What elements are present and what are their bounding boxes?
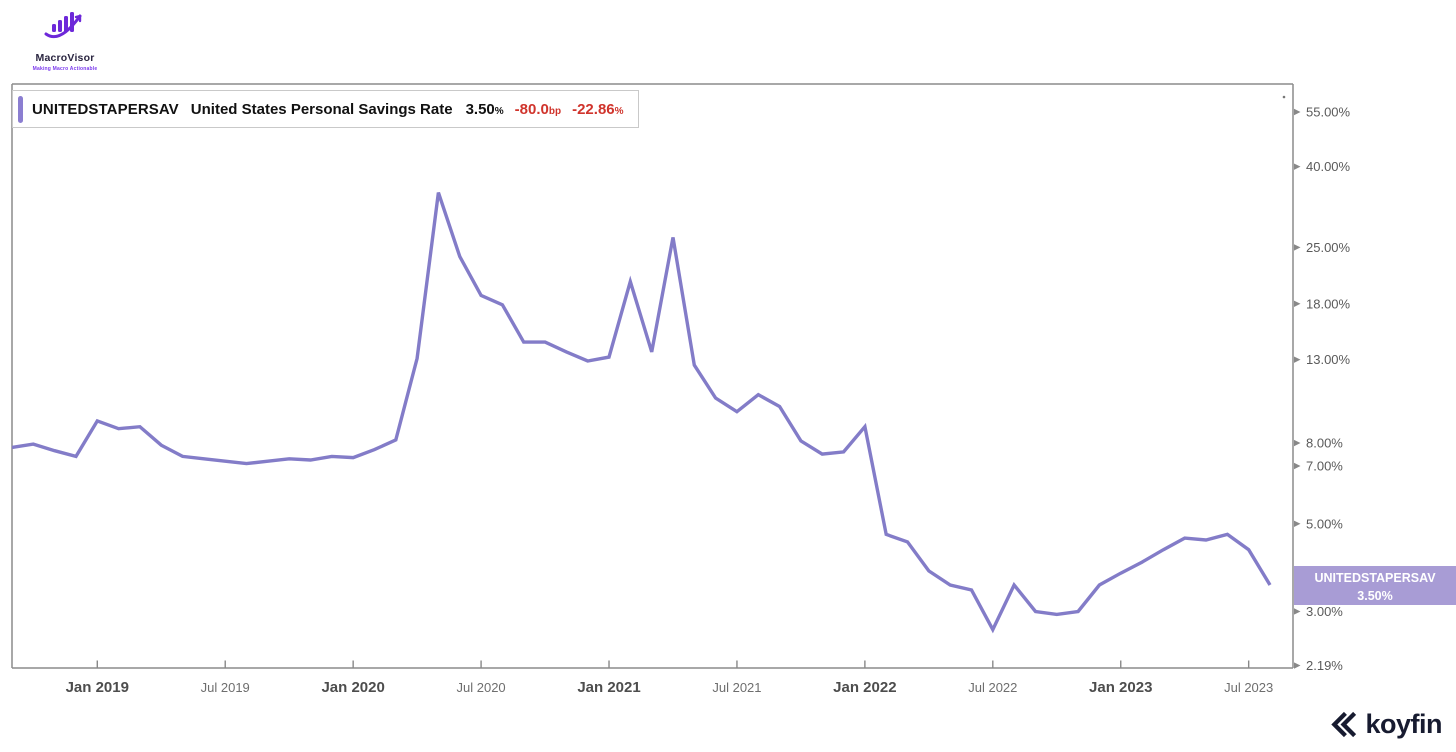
y-axis-label: 55.00%	[1306, 105, 1351, 120]
y-axis-tick-arrow	[1294, 520, 1301, 527]
y-axis-label: 18.00%	[1306, 296, 1351, 311]
stray-dot	[1282, 95, 1286, 99]
x-axis-label: Jan 2020	[321, 679, 384, 696]
y-axis-tick-arrow	[1294, 462, 1301, 470]
y-axis-tick-arrow	[1294, 300, 1301, 308]
y-axis-tick-arrow	[1294, 163, 1301, 170]
x-axis-label: Jul 2022	[968, 680, 1017, 695]
legend-series-name: United States Personal Savings Rate	[190, 100, 453, 118]
legend-change-pct-number: -22.86	[572, 100, 615, 118]
x-axis-label: Jul 2019	[201, 680, 250, 695]
legend-last-value-unit: %	[494, 105, 504, 117]
y-axis-tick-arrow	[1294, 108, 1301, 116]
legend-change-pct-unit: %	[614, 105, 624, 117]
macrovisor-tagline: Making Macro Actionable	[32, 65, 98, 72]
y-axis-tick-arrow	[1294, 608, 1301, 615]
y-axis-label: 8.00%	[1306, 436, 1343, 451]
y-axis-tick-arrow	[1294, 244, 1301, 251]
legend-change-bp-number: -80.0	[514, 100, 549, 118]
y-axis-label: 5.00%	[1306, 516, 1343, 531]
last-value-badge: UNITEDSTAPERSAV 3.50%	[1294, 566, 1456, 605]
y-axis-label: 13.00%	[1306, 352, 1351, 367]
legend-change-pct: -22.86%	[572, 101, 623, 118]
legend-last-value-number: 3.50	[465, 100, 495, 118]
x-axis-label: Jan 2021	[577, 679, 640, 696]
legend-change-bp: -80.0bp	[515, 101, 561, 118]
y-axis-label: 3.00%	[1306, 604, 1343, 619]
legend-accent-bar	[18, 95, 23, 123]
macrovisor-name: MacroVisor	[35, 52, 95, 64]
y-axis-tick-arrow	[1294, 662, 1301, 669]
y-axis-label: 2.19%	[1306, 658, 1343, 673]
y-axis-tick-arrow	[1294, 439, 1301, 447]
koyfin-icon	[1331, 711, 1357, 738]
legend-last-value: 3.50%	[466, 101, 504, 118]
macrovisor-icon	[44, 12, 82, 39]
y-axis-tick-arrow	[1294, 356, 1301, 363]
x-axis-label: Jul 2021	[712, 680, 761, 695]
x-axis-label: Jan 2019	[66, 679, 129, 696]
legend-change-bp-unit: bp	[548, 105, 562, 117]
y-axis-label: 25.00%	[1306, 240, 1351, 255]
badge-value: 3.50%	[1357, 589, 1393, 604]
koyfin-name: koyfin	[1365, 709, 1442, 739]
x-axis-label: Jul 2020	[457, 680, 506, 695]
legend-box: UNITEDSTAPERSAV United States Personal S…	[12, 90, 639, 128]
macrovisor-logo: MacroVisor Making Macro Actionable	[22, 8, 108, 72]
x-axis-label: Jul 2023	[1224, 680, 1273, 695]
y-axis-label: 40.00%	[1306, 159, 1351, 174]
x-axis-label: Jan 2022	[833, 679, 896, 696]
badge-ticker: UNITEDSTAPERSAV	[1314, 571, 1436, 585]
y-axis-label: 7.00%	[1306, 458, 1343, 473]
legend-ticker: UNITEDSTAPERSAV	[32, 100, 179, 118]
x-axis-label: Jan 2023	[1089, 679, 1152, 696]
koyfin-logo: koyfin	[1329, 709, 1442, 740]
series-line-unitedstapersav	[11, 192, 1272, 634]
